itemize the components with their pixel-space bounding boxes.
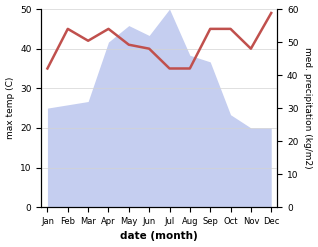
X-axis label: date (month): date (month) [121, 231, 198, 242]
Y-axis label: med. precipitation (kg/m2): med. precipitation (kg/m2) [303, 47, 313, 169]
Y-axis label: max temp (C): max temp (C) [5, 77, 15, 139]
